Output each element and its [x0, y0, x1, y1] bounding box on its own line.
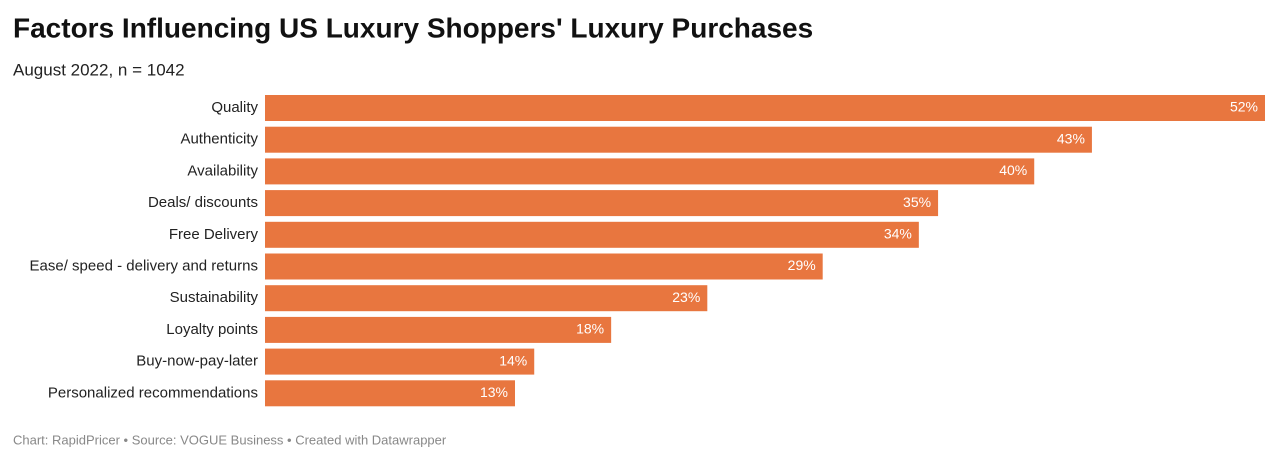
category-label: Buy-now-pay-later: [136, 353, 258, 370]
bar: [265, 190, 939, 217]
bar: [265, 316, 612, 343]
value-label: 13%: [480, 384, 508, 400]
bar: [265, 348, 535, 375]
category-label: Free Delivery: [169, 226, 259, 243]
bar: [265, 126, 1092, 153]
category-label: Loyalty points: [166, 321, 258, 338]
chart-subtitle: August 2022, n = 1042: [13, 60, 185, 79]
chart-title: Factors Influencing US Luxury Shoppers' …: [13, 12, 813, 43]
category-label: Sustainability: [170, 289, 259, 306]
chart-footer: Chart: RapidPricer • Source: VOGUE Busin…: [13, 432, 447, 447]
value-label: 23%: [672, 289, 700, 305]
category-label: Quality: [211, 99, 258, 116]
value-label: 52%: [1230, 99, 1258, 115]
bar: [265, 380, 515, 407]
value-label: 40%: [999, 162, 1027, 178]
value-label: 43%: [1057, 130, 1085, 146]
bar: [265, 253, 823, 280]
value-label: 34%: [884, 226, 912, 242]
category-label: Authenticity: [180, 131, 258, 148]
category-label: Ease/ speed - delivery and returns: [30, 257, 258, 274]
bar: [265, 221, 919, 248]
value-label: 18%: [576, 321, 604, 337]
category-label: Deals/ discounts: [148, 194, 258, 211]
value-label: 14%: [499, 352, 527, 368]
bar: [265, 285, 708, 312]
bar: [265, 95, 1265, 121]
value-label: 35%: [903, 194, 931, 210]
bar: [265, 158, 1035, 185]
value-label: 29%: [788, 257, 816, 273]
category-label: Availability: [187, 162, 258, 179]
category-label: Personalized recommendations: [48, 384, 258, 401]
